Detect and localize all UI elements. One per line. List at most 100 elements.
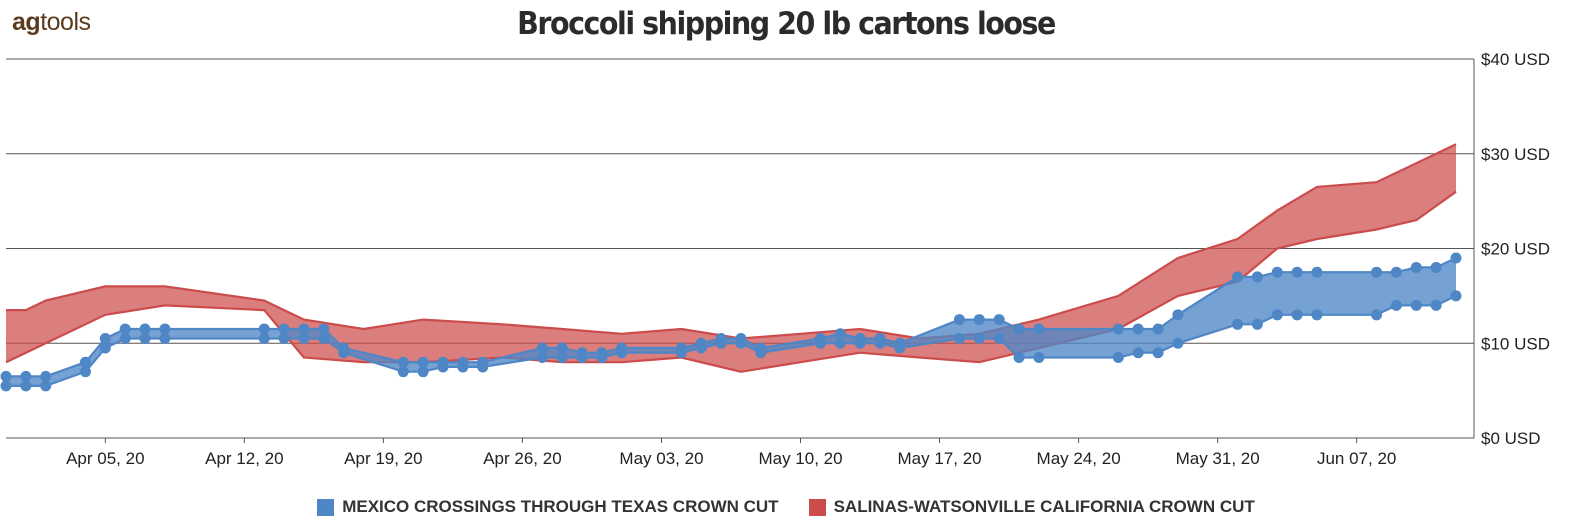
data-point-low bbox=[1013, 351, 1025, 363]
data-point-low bbox=[1390, 299, 1402, 311]
data-point-low bbox=[139, 333, 151, 345]
chart-legend: MEXICO CROSSINGS THROUGH TEXAS CROWN CUT… bbox=[0, 497, 1572, 517]
data-point-low bbox=[1232, 318, 1244, 330]
data-point-low bbox=[715, 337, 727, 349]
data-point-high bbox=[1390, 266, 1402, 278]
y-tick-label: $0 USD bbox=[1481, 429, 1541, 448]
data-point-high bbox=[1232, 271, 1244, 283]
data-point-high bbox=[298, 323, 310, 335]
data-point-low bbox=[278, 333, 290, 345]
axis-layer: $0 USD $10 USD $20 USD $30 USD $40 USD Apr 05… bbox=[66, 50, 1550, 468]
data-point-high bbox=[99, 333, 111, 345]
legend-swatch bbox=[317, 498, 335, 516]
data-point-high bbox=[1112, 323, 1124, 335]
data-point-high bbox=[417, 356, 429, 368]
data-point-low bbox=[1450, 290, 1462, 302]
data-point-high bbox=[1311, 266, 1323, 278]
data-point-high bbox=[40, 370, 52, 382]
data-point-low bbox=[40, 380, 52, 392]
data-point-high bbox=[953, 314, 965, 326]
data-point-low bbox=[1291, 309, 1303, 321]
series-band bbox=[6, 144, 1456, 372]
x-tick-label: May 24, 20 bbox=[1037, 449, 1121, 468]
data-point-high bbox=[536, 342, 548, 354]
data-point-high bbox=[397, 356, 409, 368]
data-point-low bbox=[1371, 309, 1383, 321]
legend-swatch bbox=[808, 498, 826, 516]
data-point-low bbox=[894, 342, 906, 354]
data-point-high bbox=[1251, 271, 1263, 283]
data-point-high bbox=[1152, 323, 1164, 335]
agtools-logo: agtools bbox=[12, 8, 91, 36]
data-point-low bbox=[477, 361, 489, 373]
data-point-low bbox=[973, 333, 985, 345]
series-0 bbox=[0, 252, 1462, 392]
data-point-low bbox=[675, 347, 687, 359]
data-point-low bbox=[99, 342, 111, 354]
data-point-high bbox=[1172, 309, 1184, 321]
data-point-low bbox=[1152, 347, 1164, 359]
data-point-low bbox=[338, 347, 350, 359]
x-tick-label: Apr 19, 20 bbox=[344, 449, 422, 468]
data-point-high bbox=[318, 323, 330, 335]
data-point-high bbox=[556, 342, 568, 354]
data-point-high bbox=[258, 323, 270, 335]
data-point-high bbox=[1013, 323, 1025, 335]
legend-label: MEXICO CROSSINGS THROUGH TEXAS CROWN CUT bbox=[342, 497, 779, 516]
x-tick-label: Apr 12, 20 bbox=[205, 449, 283, 468]
series-low-line bbox=[6, 294, 1457, 387]
data-point-high bbox=[834, 328, 846, 340]
data-point-low bbox=[1410, 299, 1422, 311]
series-low-line bbox=[5, 190, 1457, 373]
data-point-low bbox=[834, 337, 846, 349]
data-point-low bbox=[437, 361, 449, 373]
data-point-low bbox=[457, 361, 469, 373]
data-point-high bbox=[1291, 266, 1303, 278]
data-point-high bbox=[119, 323, 131, 335]
data-point-high bbox=[1033, 323, 1045, 335]
data-point-low bbox=[397, 366, 409, 378]
chart-title: Broccoli shipping 20 lb cartons loose bbox=[517, 6, 1056, 42]
data-point-low bbox=[79, 366, 91, 378]
y-tick-label: $30 USD bbox=[1481, 145, 1550, 164]
data-point-low bbox=[159, 333, 171, 345]
data-point-low bbox=[0, 380, 12, 392]
data-point-low bbox=[1251, 318, 1263, 330]
data-point-low bbox=[1172, 337, 1184, 349]
data-point-high bbox=[1450, 252, 1462, 264]
y-tick-label: $40 USD bbox=[1481, 50, 1550, 69]
data-point-high bbox=[1430, 261, 1442, 273]
data-point-low bbox=[1112, 351, 1124, 363]
data-point-low bbox=[298, 333, 310, 345]
data-point-high bbox=[1371, 266, 1383, 278]
y-tick-label: $10 USD bbox=[1481, 334, 1550, 353]
x-tick-label: Jun 07, 20 bbox=[1317, 449, 1396, 468]
data-point-high bbox=[973, 314, 985, 326]
data-point-low bbox=[536, 351, 548, 363]
data-point-low bbox=[735, 337, 747, 349]
y-tick-label: $20 USD bbox=[1481, 240, 1550, 259]
series-high-line bbox=[6, 257, 1457, 378]
data-point-high bbox=[1410, 261, 1422, 273]
data-point-low bbox=[1033, 351, 1045, 363]
data-point-low bbox=[616, 347, 628, 359]
data-point-low bbox=[993, 333, 1005, 345]
data-point-low bbox=[576, 351, 588, 363]
data-point-high bbox=[0, 370, 12, 382]
x-tick-label: May 17, 20 bbox=[898, 449, 982, 468]
data-point-high bbox=[139, 323, 151, 335]
data-point-low bbox=[874, 337, 886, 349]
data-point-low bbox=[417, 366, 429, 378]
x-tick-label: May 31, 20 bbox=[1176, 449, 1260, 468]
x-tick-label: May 10, 20 bbox=[758, 449, 842, 468]
legend-item-mexico[interactable]: MEXICO CROSSINGS THROUGH TEXAS CROWN CUT bbox=[317, 497, 779, 517]
data-point-low bbox=[318, 333, 330, 345]
data-point-high bbox=[159, 323, 171, 335]
data-point-high bbox=[993, 314, 1005, 326]
data-point-low bbox=[1311, 309, 1323, 321]
data-point-high bbox=[79, 356, 91, 368]
data-point-low bbox=[953, 333, 965, 345]
data-point-low bbox=[1132, 347, 1144, 359]
legend-item-salinas[interactable]: SALINAS-WATSONVILLE CALIFORNIA CROWN CUT bbox=[808, 497, 1255, 517]
